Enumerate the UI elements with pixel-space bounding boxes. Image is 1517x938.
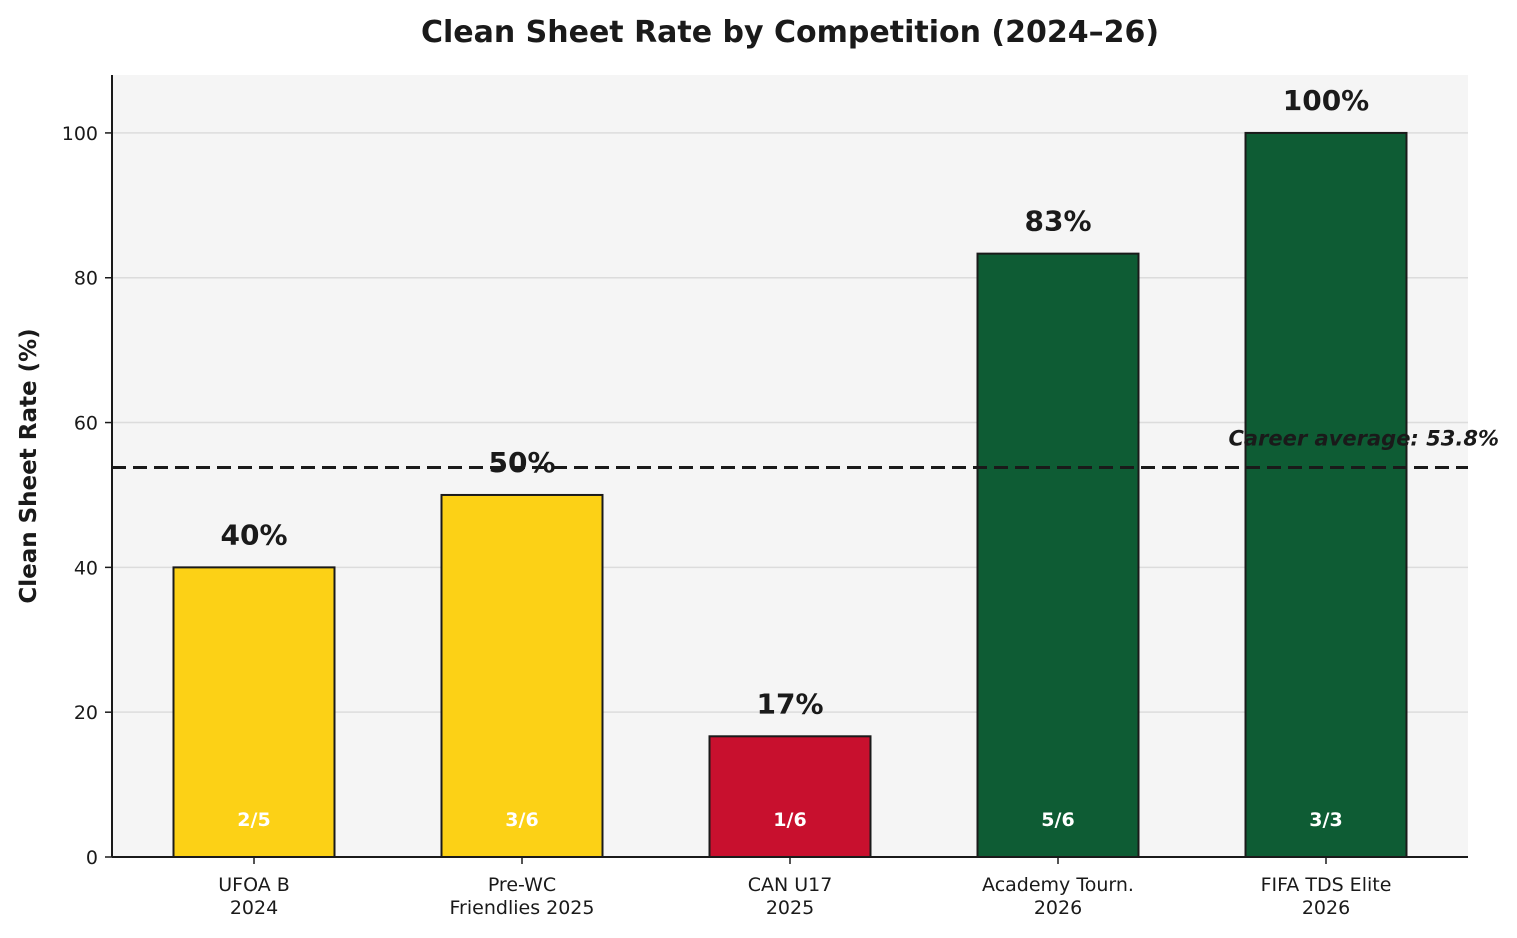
bars: 40% 2/5 50% 3/6 17% 1/6 83% 5/6 100% 3/3 (172, 84, 1408, 859)
bar (708, 735, 872, 859)
x-tick-label: FIFA TDS Elite (1261, 874, 1392, 896)
y-tick-label: 60 (74, 413, 98, 435)
record-label: 5/6 (1041, 809, 1074, 831)
bar (172, 566, 336, 858)
x-tick-label: 2026 (1302, 897, 1350, 919)
record-label: 3/3 (1309, 809, 1342, 831)
record-label: 3/6 (505, 809, 538, 831)
gridlines (112, 132, 1468, 713)
x-tick-label: Pre-WC (488, 874, 556, 896)
value-label: 83% (1024, 205, 1091, 238)
y-tick-label: 20 (74, 702, 98, 724)
record-label: 2/5 (237, 809, 270, 831)
x-tick-label: 2025 (766, 897, 814, 919)
reference-line-group: Career average: 53.8% (112, 426, 1499, 469)
y-tick-label: 40 (74, 557, 98, 579)
x-tick-label: Friendlies 2025 (450, 897, 595, 919)
y-tick-label: 80 (74, 268, 98, 290)
y-tick-label: 0 (86, 847, 98, 869)
value-label: 17% (756, 687, 823, 720)
career-average-label: Career average: 53.8% (1228, 426, 1499, 450)
y-axis-label: Clean Sheet Rate (%) (16, 328, 42, 603)
x-tick-label: CAN U17 (748, 874, 833, 896)
y-tick-label: 100 (62, 123, 98, 145)
bar (1244, 131, 1408, 859)
record-label: 1/6 (773, 809, 806, 831)
bar (440, 493, 604, 858)
value-label: 100% (1283, 84, 1370, 117)
bar (976, 252, 1140, 858)
chart-title: Clean Sheet Rate by Competition (2024–26… (421, 15, 1159, 50)
x-tick-label: UFOA B (218, 874, 290, 896)
value-label: 50% (488, 446, 555, 479)
x-tick-label: 2024 (230, 897, 278, 919)
x-tick-label: 2026 (1034, 897, 1082, 919)
value-label: 40% (220, 518, 287, 551)
x-tick-label: Academy Tourn. (982, 874, 1134, 896)
